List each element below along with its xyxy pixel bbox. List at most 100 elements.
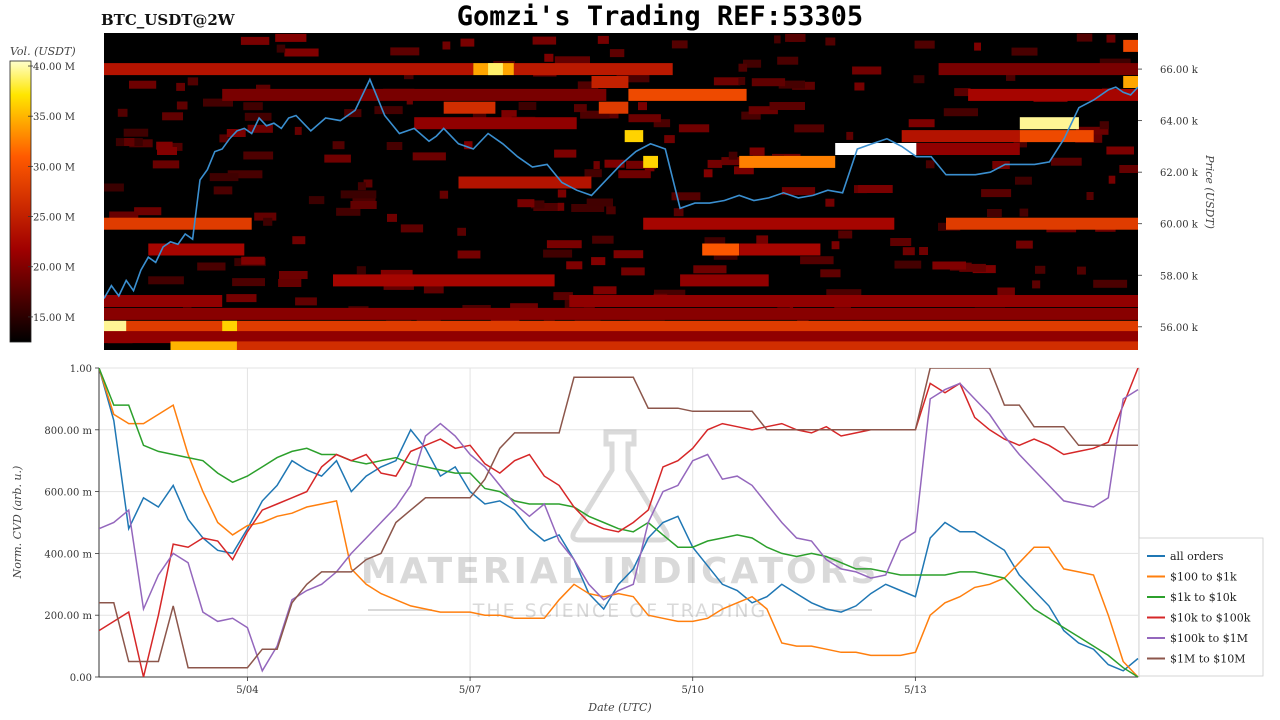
heatmap-panel: 56.00 k 58.00 k 60.00 k 62.00 k 64.00 k 66.00… — [104, 33, 1216, 350]
colorbar-gradient — [9, 60, 32, 343]
heatmap-noise-cell — [156, 141, 173, 150]
heatmap-noise-cell — [959, 263, 986, 272]
heatmap-noise-cell — [123, 128, 149, 137]
price-tick-label: 66.00 k — [1160, 65, 1199, 76]
heatmap-noise-cell — [332, 141, 345, 150]
heatmap-noise-cell — [777, 303, 790, 312]
heatmap-band — [643, 155, 658, 168]
heatmap-noise-cell — [785, 33, 806, 42]
heatmap-band — [222, 88, 607, 101]
heatmap-noise-cell — [1035, 265, 1046, 274]
heatmap-noise-cell — [157, 147, 177, 155]
price-line — [104, 77, 1138, 299]
heatmap-noise-cell — [1099, 121, 1109, 130]
cvd-ytick-label: 200.00 m — [44, 611, 92, 622]
heatmap-noise-cell — [543, 249, 573, 258]
heatmap-band — [170, 341, 237, 350]
heatmap-noise-cell — [781, 187, 816, 196]
heatmap-noise-cell — [104, 183, 124, 192]
heatmap-band — [702, 243, 740, 256]
heatmap-noise-cell — [738, 63, 748, 72]
heatmap-noise-cell — [1076, 33, 1093, 42]
heatmap-noise-cell — [109, 211, 139, 220]
heatmap-noise-cell — [284, 48, 319, 57]
heatmap-band — [458, 176, 592, 189]
heatmap-noise-cell — [913, 75, 925, 84]
heatmap-noise-cell — [704, 237, 726, 246]
heatmap-noise-cell — [1106, 146, 1134, 155]
heatmap-noise-cell — [925, 160, 935, 169]
heatmap-noise-cell — [825, 37, 836, 46]
heatmap-noise-cell — [820, 269, 841, 278]
heatmap-noise-cell — [247, 124, 273, 133]
heatmap-band — [1019, 117, 1079, 130]
heatmap-noise-cell — [295, 297, 317, 306]
heatmap-noise-cell — [713, 77, 741, 86]
heatmap-noise-cell — [902, 247, 915, 256]
legend-label: $10k to $100k — [1170, 612, 1251, 625]
heatmap-band — [901, 130, 1020, 143]
heatmap-band — [414, 117, 577, 130]
heatmap-noise-cell — [554, 56, 590, 65]
heatmap-noise-cell — [1119, 165, 1138, 173]
heatmap-noise-cell — [577, 81, 599, 90]
cvd-xtick-label: 5/07 — [459, 685, 481, 696]
heatmap-band — [104, 295, 223, 307]
colorbar-tick-label: 20.00 M — [33, 263, 75, 274]
heatmap-noise-cell — [213, 186, 233, 195]
watermark-brand: MATERIAL INDICATORS — [361, 551, 880, 592]
heatmap-band — [1123, 76, 1138, 88]
heatmap-band — [1123, 39, 1138, 52]
legend-label: $100 to $1k — [1170, 571, 1237, 584]
heatmap-noise-cell — [457, 250, 481, 259]
heatmap-noise-cell — [728, 151, 738, 160]
heatmap-band — [968, 88, 1138, 101]
heatmap-noise-cell — [501, 110, 517, 119]
heatmap-noise-cell — [374, 106, 403, 115]
legend-label: all orders — [1170, 550, 1224, 563]
heatmap-noise-cell — [350, 201, 377, 209]
heatmap-noise-cell — [243, 102, 263, 111]
heatmap-noise-cell — [380, 269, 413, 278]
heatmap-noise-cell — [232, 278, 265, 287]
heatmap-noise-cell — [914, 40, 935, 49]
heatmap-noise-cell — [390, 47, 420, 56]
heatmap-noise-cell — [1032, 280, 1041, 289]
heatmap-noise-cell — [654, 289, 686, 298]
price-tick-label: 64.00 k — [1160, 117, 1199, 128]
heatmap-noise-cell — [756, 235, 769, 244]
heatmap-noise-cell — [203, 98, 233, 107]
cvd-series-line — [99, 368, 1139, 672]
heatmap-noise-cell — [336, 207, 361, 216]
heatmap-noise-cell — [593, 161, 600, 170]
heatmap-noise-cell — [554, 149, 577, 158]
heatmap-band — [569, 295, 1138, 307]
heatmap-noise-cell — [276, 44, 286, 53]
heatmap-noise-cell — [226, 129, 246, 137]
heatmap-band — [513, 63, 673, 76]
heatmap-noise-cell — [518, 102, 537, 110]
colorbar-label: Vol. (USDT) — [10, 45, 76, 58]
heatmap-noise-cell — [176, 82, 185, 91]
heatmap-noise-cell — [671, 192, 701, 201]
heatmap-noise-cell — [738, 77, 746, 85]
heatmap-noise-cell — [671, 40, 688, 49]
heatmap-noise-cell — [890, 238, 912, 246]
heatmap-noise-cell — [263, 217, 273, 226]
heatmap-noise-cell — [464, 141, 473, 150]
heatmap-noise-cell — [621, 267, 645, 276]
heatmap-noise-cell — [609, 49, 625, 58]
heatmap-noise-cell — [597, 35, 609, 44]
ticker-label: BTC_USDT@2W — [101, 11, 236, 29]
heatmap-noise-cell — [580, 110, 610, 119]
cvd-x-axis-title: Date (UTC) — [587, 701, 651, 714]
heatmap-noise-cell — [219, 134, 229, 143]
heatmap-noise-cell — [919, 247, 928, 255]
heatmap-noise-cell — [721, 157, 751, 166]
heatmap-noise-cell — [932, 261, 966, 270]
heatmap-noise-cell — [1099, 58, 1131, 67]
heatmap-noise-cell — [162, 112, 183, 121]
cvd-y-axis-title: Norm. CVD (arb. u.) — [11, 466, 24, 580]
heatmap-noise-cell — [148, 276, 184, 285]
